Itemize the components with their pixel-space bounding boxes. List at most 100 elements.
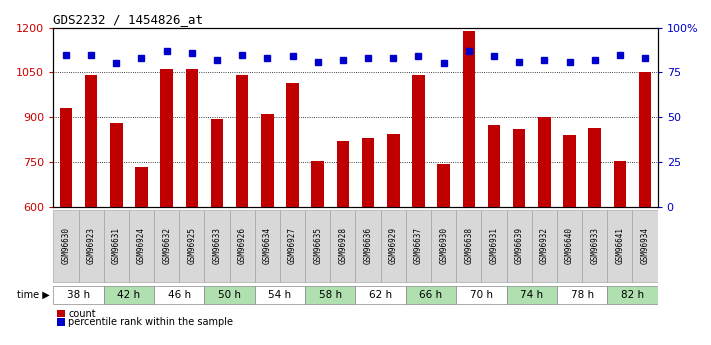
Bar xyxy=(463,31,475,207)
FancyBboxPatch shape xyxy=(607,286,658,304)
Text: 78 h: 78 h xyxy=(570,290,594,300)
FancyBboxPatch shape xyxy=(506,286,557,304)
Text: count: count xyxy=(68,309,96,318)
Bar xyxy=(387,134,400,207)
FancyBboxPatch shape xyxy=(331,210,356,282)
Text: 38 h: 38 h xyxy=(67,290,90,300)
Text: GSM96929: GSM96929 xyxy=(389,227,397,264)
Bar xyxy=(287,83,299,207)
Bar xyxy=(85,76,97,207)
FancyBboxPatch shape xyxy=(104,210,129,282)
Bar xyxy=(689,159,702,207)
Bar xyxy=(614,161,626,207)
Bar xyxy=(638,72,651,207)
Text: GSM96631: GSM96631 xyxy=(112,227,121,264)
Text: 58 h: 58 h xyxy=(319,290,342,300)
Bar xyxy=(336,141,349,207)
Text: 70 h: 70 h xyxy=(470,290,493,300)
FancyBboxPatch shape xyxy=(557,210,582,282)
Bar xyxy=(538,117,550,207)
FancyBboxPatch shape xyxy=(179,210,205,282)
Bar xyxy=(362,138,375,207)
FancyBboxPatch shape xyxy=(78,210,104,282)
FancyBboxPatch shape xyxy=(456,286,506,304)
FancyBboxPatch shape xyxy=(532,210,557,282)
Bar xyxy=(513,129,525,207)
Text: 66 h: 66 h xyxy=(419,290,443,300)
Bar xyxy=(186,69,198,207)
Bar xyxy=(110,123,122,207)
Text: GSM96934: GSM96934 xyxy=(641,227,650,264)
Text: 62 h: 62 h xyxy=(369,290,392,300)
Text: GSM96633: GSM96633 xyxy=(213,227,222,264)
Text: GSM96630: GSM96630 xyxy=(61,227,70,264)
Bar xyxy=(488,125,501,207)
Text: 74 h: 74 h xyxy=(520,290,543,300)
Text: GSM96933: GSM96933 xyxy=(590,227,599,264)
Bar xyxy=(261,114,274,207)
FancyBboxPatch shape xyxy=(154,210,179,282)
Text: GSM96923: GSM96923 xyxy=(87,227,95,264)
FancyBboxPatch shape xyxy=(356,210,380,282)
FancyBboxPatch shape xyxy=(305,286,356,304)
Text: 82 h: 82 h xyxy=(621,290,644,300)
Text: GSM96641: GSM96641 xyxy=(616,227,624,264)
Text: GSM96924: GSM96924 xyxy=(137,227,146,264)
Text: 46 h: 46 h xyxy=(168,290,191,300)
Text: 42 h: 42 h xyxy=(117,290,141,300)
Text: GSM96639: GSM96639 xyxy=(515,227,524,264)
FancyBboxPatch shape xyxy=(255,210,280,282)
FancyBboxPatch shape xyxy=(406,286,456,304)
Text: 54 h: 54 h xyxy=(268,290,292,300)
Text: GSM96632: GSM96632 xyxy=(162,227,171,264)
Text: GSM96927: GSM96927 xyxy=(288,227,297,264)
Bar xyxy=(236,76,248,207)
FancyBboxPatch shape xyxy=(205,210,230,282)
Bar xyxy=(437,164,450,207)
FancyBboxPatch shape xyxy=(154,286,205,304)
FancyBboxPatch shape xyxy=(406,210,431,282)
FancyBboxPatch shape xyxy=(557,286,607,304)
Bar xyxy=(563,135,576,207)
Bar xyxy=(60,108,73,207)
FancyBboxPatch shape xyxy=(53,210,78,282)
Text: GSM96636: GSM96636 xyxy=(363,227,373,264)
Text: GSM96637: GSM96637 xyxy=(414,227,423,264)
FancyBboxPatch shape xyxy=(356,286,406,304)
Bar xyxy=(135,167,148,207)
FancyBboxPatch shape xyxy=(53,286,104,304)
FancyBboxPatch shape xyxy=(104,286,154,304)
Bar xyxy=(664,138,677,207)
Text: time ▶: time ▶ xyxy=(17,290,50,300)
FancyBboxPatch shape xyxy=(280,210,305,282)
FancyBboxPatch shape xyxy=(431,210,456,282)
FancyBboxPatch shape xyxy=(607,210,633,282)
Text: GDS2232 / 1454826_at: GDS2232 / 1454826_at xyxy=(53,13,203,27)
FancyBboxPatch shape xyxy=(305,210,331,282)
Text: percentile rank within the sample: percentile rank within the sample xyxy=(68,317,233,327)
FancyBboxPatch shape xyxy=(380,210,406,282)
Bar xyxy=(161,69,173,207)
FancyBboxPatch shape xyxy=(129,210,154,282)
Text: GSM96926: GSM96926 xyxy=(237,227,247,264)
FancyBboxPatch shape xyxy=(230,210,255,282)
Text: GSM96925: GSM96925 xyxy=(187,227,196,264)
Text: GSM96640: GSM96640 xyxy=(565,227,574,264)
Text: GSM96932: GSM96932 xyxy=(540,227,549,264)
Text: 50 h: 50 h xyxy=(218,290,241,300)
Text: GSM96634: GSM96634 xyxy=(263,227,272,264)
FancyBboxPatch shape xyxy=(205,286,255,304)
FancyBboxPatch shape xyxy=(456,210,481,282)
FancyBboxPatch shape xyxy=(255,286,305,304)
Text: GSM96638: GSM96638 xyxy=(464,227,474,264)
Text: GSM96931: GSM96931 xyxy=(489,227,498,264)
FancyBboxPatch shape xyxy=(633,210,658,282)
FancyBboxPatch shape xyxy=(582,210,607,282)
Bar xyxy=(311,161,324,207)
Bar xyxy=(412,76,424,207)
FancyBboxPatch shape xyxy=(506,210,532,282)
Text: GSM96928: GSM96928 xyxy=(338,227,348,264)
Bar xyxy=(589,128,601,207)
Text: GSM96635: GSM96635 xyxy=(314,227,322,264)
Bar xyxy=(210,119,223,207)
